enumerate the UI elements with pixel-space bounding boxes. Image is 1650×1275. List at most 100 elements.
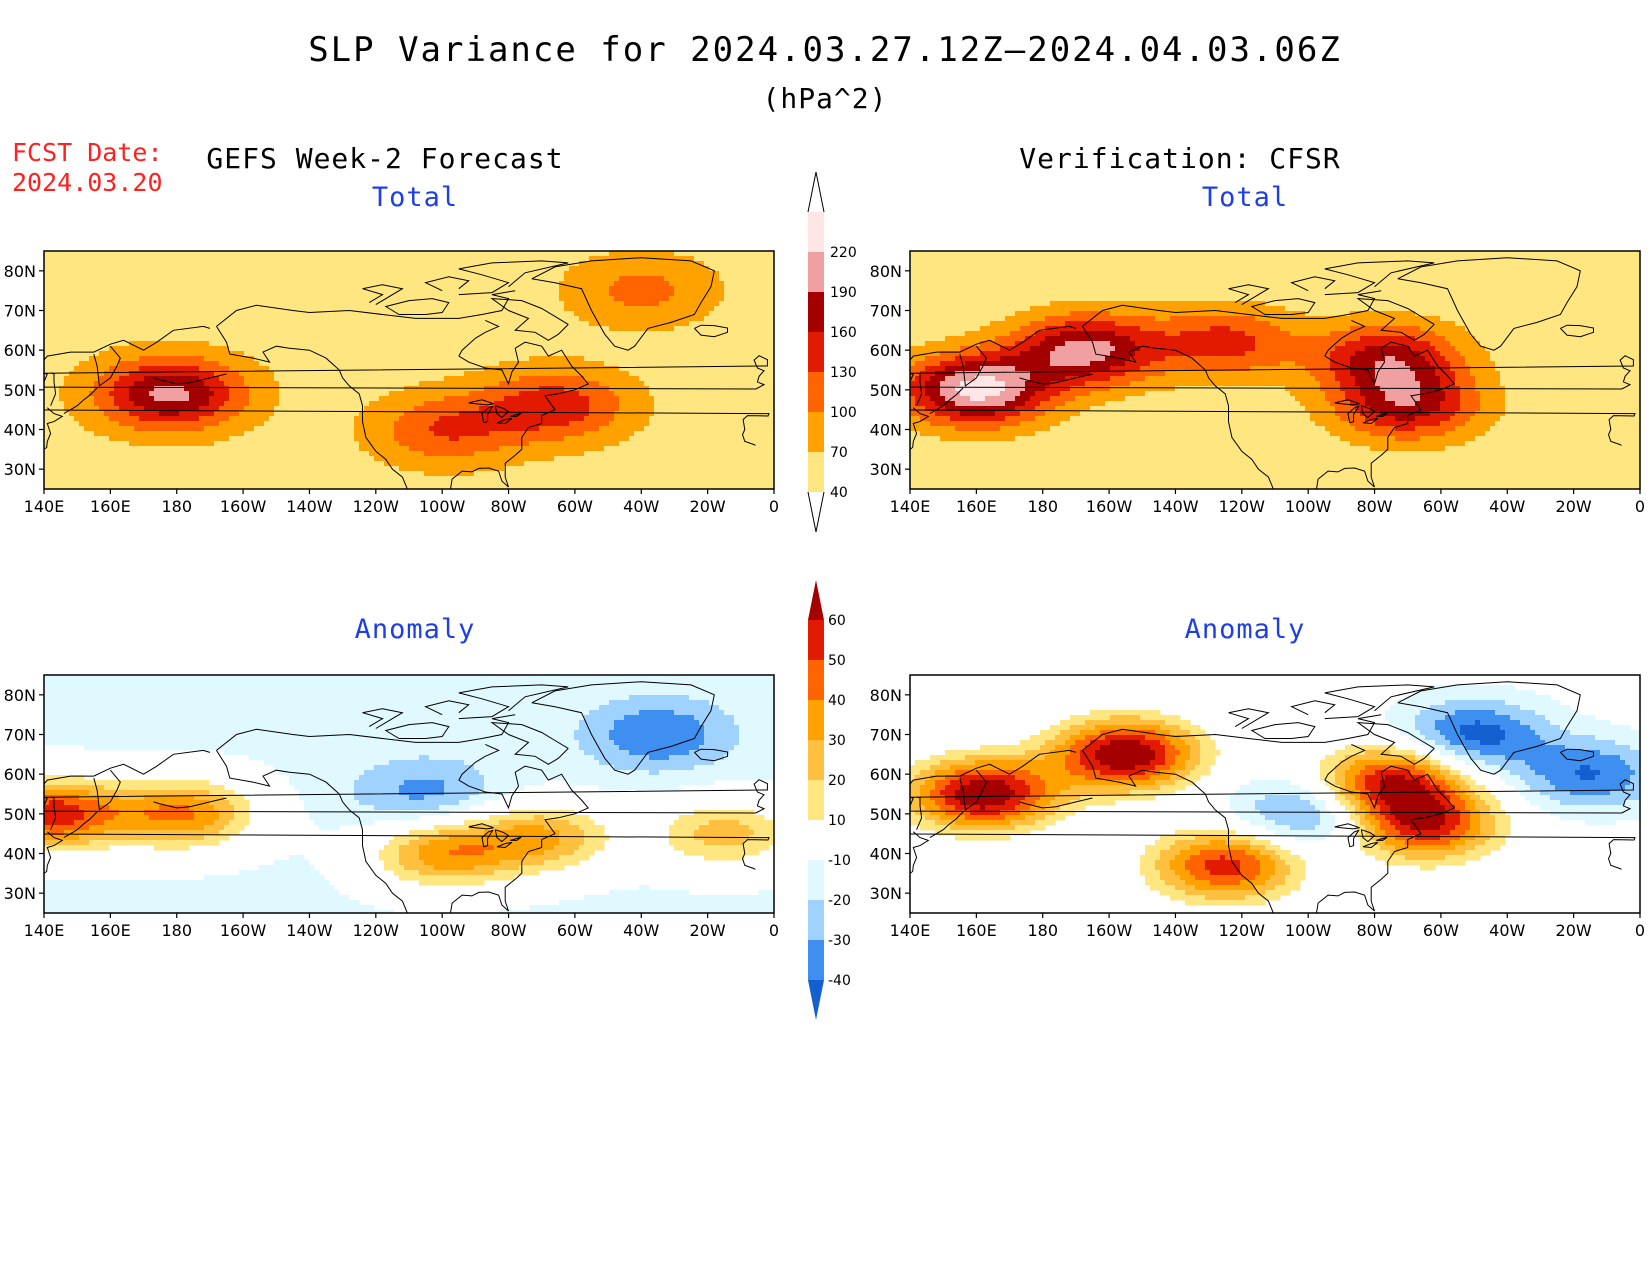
map-frame: [43, 250, 775, 490]
lon-label: 160E: [956, 497, 997, 516]
lon-label: 160W: [1086, 921, 1133, 940]
colorbar-swatch: [808, 700, 824, 740]
colorbar-swatch: [808, 980, 824, 1020]
lat-label: 80N: [870, 686, 902, 705]
total-colorbar-label: 160: [830, 325, 857, 341]
lon-label: 100W: [419, 921, 466, 940]
lon-label: 140E: [24, 921, 65, 940]
lat-label: 50N: [870, 381, 902, 400]
coastlines: [910, 257, 1636, 489]
colorbar-swatch: [808, 860, 824, 900]
lon-label: 40W: [623, 921, 659, 940]
lon-label: 80W: [490, 921, 526, 940]
lat-label: 70N: [870, 302, 902, 321]
lat-label: 60N: [4, 765, 36, 784]
lon-label: 20W: [1556, 497, 1592, 516]
lat-label: 30N: [870, 884, 902, 903]
panel-verification-anomaly: 80N 70N 60N 50N 40N 30N 140E 160E 180 160W 140W 120…: [870, 674, 1645, 940]
lat-label: 40N: [4, 845, 36, 864]
lon-label: 120W: [353, 921, 400, 940]
colorbar-swatch: [808, 780, 824, 820]
lat-label: 30N: [4, 460, 36, 479]
total-colorbar-label: 70: [830, 445, 848, 461]
colorbar-swatch: [808, 660, 824, 700]
lon-label: 140E: [890, 921, 931, 940]
colorbar-swatch: [808, 580, 824, 620]
anomaly-colorbar-label: 50: [828, 653, 846, 669]
colorbar-swatch: [808, 620, 824, 660]
lon-label: 140W: [1152, 921, 1199, 940]
panel-forecast-anomaly: 80N 70N 60N 50N 40N 30N 140E 160E 180 160W 140W 120…: [4, 674, 779, 940]
total-colorbar-label: 130: [830, 365, 857, 381]
lat-label: 70N: [4, 302, 36, 321]
lon-label: 0: [769, 921, 779, 940]
anomaly-colorbar-label: -10: [828, 853, 851, 869]
units-label: (hPa^2): [0, 82, 1650, 115]
coastlines: [910, 681, 1636, 913]
colorbar-swatch: [808, 212, 824, 252]
main-title: SLP Variance for 2024.03.27.12Z–2024.04.…: [0, 30, 1650, 70]
lat-label: 80N: [4, 686, 36, 705]
lon-label: 140W: [286, 921, 333, 940]
map-frame: [909, 674, 1641, 914]
lon-label: 40W: [1489, 497, 1525, 516]
total-colorbar-label: 40: [830, 485, 848, 501]
forecast-date-block: FCST Date: 2024.03.20: [12, 138, 163, 198]
lon-label: 120W: [1219, 921, 1266, 940]
lat-label: 60N: [4, 341, 36, 360]
lon-label: 180: [1027, 497, 1058, 516]
colorbar-swatch: [808, 940, 824, 980]
lon-label: 140W: [1152, 497, 1199, 516]
lon-label: 160E: [90, 497, 131, 516]
lon-label: 60W: [1423, 921, 1459, 940]
lon-label: 160W: [220, 921, 267, 940]
anomaly-colorbar-label: 60: [828, 613, 846, 629]
verification-anomaly-title: Anomaly: [1130, 614, 1360, 645]
lon-label: 60W: [557, 497, 593, 516]
lat-label: 80N: [4, 262, 36, 281]
colorbar-swatch: [808, 740, 824, 780]
map-frame: [43, 674, 775, 914]
lon-label: 160E: [90, 921, 131, 940]
total-colorbar-label: 100: [830, 405, 857, 421]
colorbar-swatch: [808, 372, 824, 412]
lon-label: 0: [1635, 497, 1645, 516]
forecast-date-label: FCST Date:: [12, 138, 163, 168]
lat-label: 60N: [870, 765, 902, 784]
lat-label: 30N: [870, 460, 902, 479]
panel-forecast-total: 80N 70N 60N 50N 40N 30N 140E 160E 180 160W 140W 120…: [4, 250, 779, 516]
forecast-anomaly-title: Anomaly: [300, 614, 530, 645]
lon-label: 80W: [1356, 497, 1392, 516]
colorbar-swatch: [808, 252, 824, 292]
lat-label: 80N: [870, 262, 902, 281]
lon-label: 0: [769, 497, 779, 516]
verification-total-title: Total: [1130, 182, 1360, 213]
lat-label: 30N: [4, 884, 36, 903]
lon-label: 180: [1027, 921, 1058, 940]
colorbar-swatch: [808, 452, 824, 492]
lon-label: 20W: [1556, 921, 1592, 940]
lon-label: 140E: [890, 497, 931, 516]
anomaly-colorbar-label: 10: [828, 813, 846, 829]
lat-label: 50N: [4, 381, 36, 400]
lon-label: 100W: [1285, 497, 1332, 516]
lon-label: 80W: [1356, 921, 1392, 940]
anomaly-colorbar: 60 50 40 30 20 10 -10 -20 -30 -40: [808, 580, 851, 1020]
lon-label: 160W: [220, 497, 267, 516]
lon-label: 20W: [690, 497, 726, 516]
colorbar-swatch: [808, 900, 824, 940]
total-colorbar-label: 220: [830, 245, 857, 261]
forecast-column-title: GEFS Week-2 Forecast: [150, 142, 620, 175]
lon-label: 40W: [1489, 921, 1525, 940]
verification-column-title: Verification: CFSR: [960, 142, 1400, 175]
lon-label: 100W: [419, 497, 466, 516]
lat-label: 70N: [870, 726, 902, 745]
anomaly-colorbar-label: -40: [828, 973, 851, 989]
anomaly-colorbar-label: 40: [828, 693, 846, 709]
lon-label: 140E: [24, 497, 65, 516]
lat-label: 40N: [870, 421, 902, 440]
lon-label: 180: [161, 497, 192, 516]
lon-label: 120W: [353, 497, 400, 516]
anomaly-colorbar-label: 20: [828, 773, 846, 789]
